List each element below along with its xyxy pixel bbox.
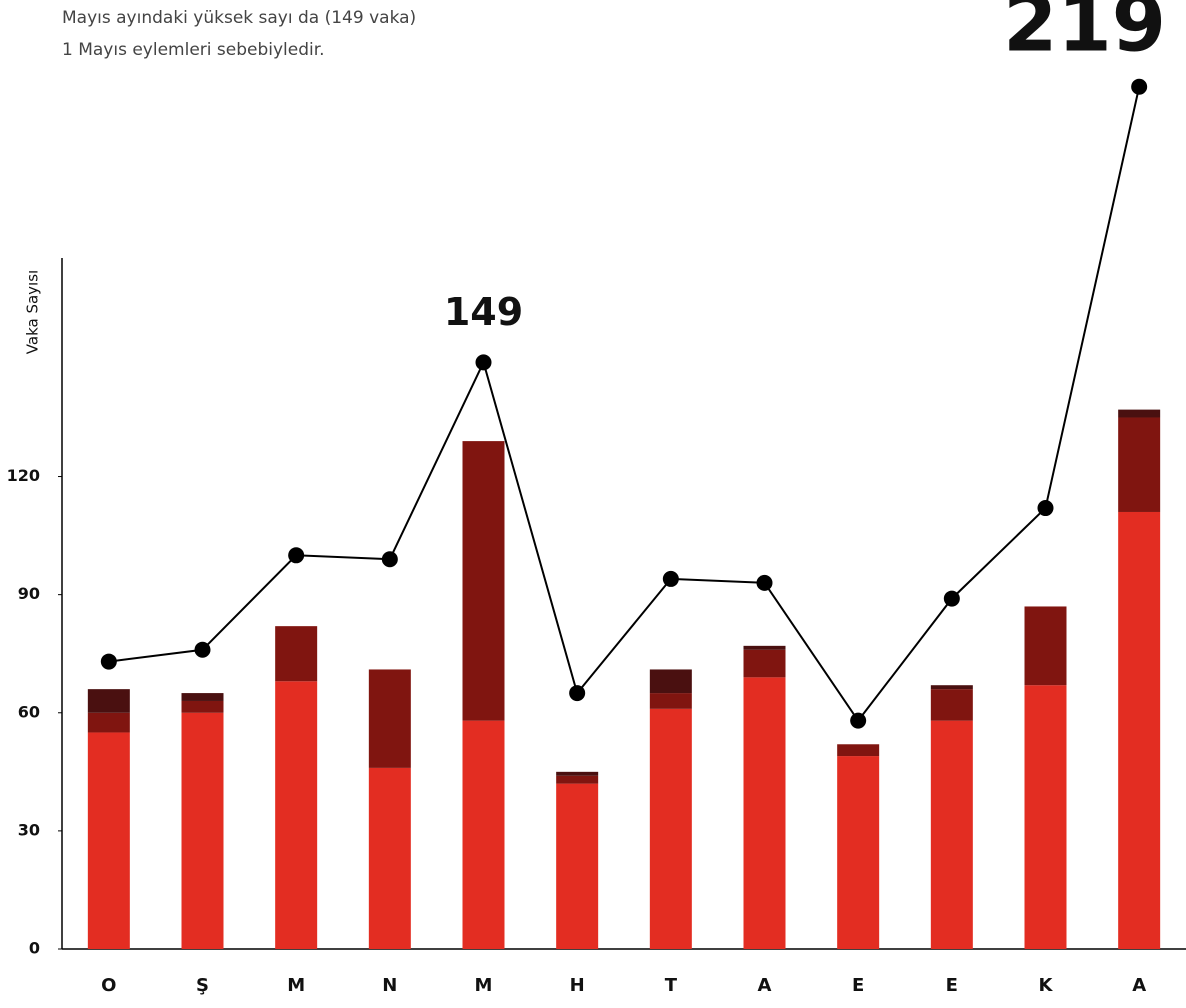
bar-segment	[743, 645, 786, 650]
point-label: 219	[1003, 0, 1166, 69]
line-point	[381, 551, 398, 568]
x-tick-label: A	[758, 975, 772, 996]
bar-segment	[649, 708, 692, 949]
bar-segment	[930, 689, 973, 721]
bar-segment	[556, 771, 599, 776]
y-axis-label: Vaka Sayısı	[24, 270, 42, 354]
line-point	[1037, 500, 1054, 517]
line-point	[662, 570, 679, 587]
y-tick-label: 60	[18, 702, 40, 721]
x-tick-label: E	[946, 975, 958, 996]
bar-segment	[181, 712, 224, 949]
bar-segment	[556, 783, 599, 949]
line-point	[756, 574, 773, 591]
bar-segment	[368, 669, 411, 768]
subtitle-line: 1 Mayıs eylemleri sebebiyledir.	[62, 40, 325, 60]
point-label: 149	[444, 290, 523, 334]
line-point	[194, 641, 211, 658]
bar-segment	[1024, 606, 1067, 686]
bar-segment	[743, 677, 786, 949]
bar-segment	[1118, 409, 1161, 418]
line-point	[569, 685, 586, 702]
line-point	[943, 590, 960, 607]
x-tick-label: K	[1039, 975, 1054, 996]
y-tick-label: 120	[7, 466, 40, 485]
x-tick-label: A	[1132, 975, 1146, 996]
line-layer: 149 219	[100, 0, 1166, 729]
trend-line	[108, 86, 1141, 723]
bar-segment	[275, 681, 318, 949]
bar-segment	[556, 775, 599, 784]
bar-segment	[1118, 511, 1161, 949]
bar-segment	[462, 720, 505, 949]
y-tick-label: 90	[18, 584, 40, 603]
bar-segment	[1024, 685, 1067, 949]
bar-segment	[87, 712, 130, 733]
x-tick-label: O	[101, 975, 116, 996]
bar-segment	[930, 720, 973, 949]
line-point	[1131, 78, 1148, 95]
y-tick-label: 0	[29, 939, 40, 958]
bar-segment	[368, 767, 411, 949]
x-tick-label: H	[570, 975, 585, 996]
bar-segment	[181, 693, 224, 701]
bar-segment	[462, 441, 505, 721]
x-tick-label: E	[852, 975, 864, 996]
line-point	[475, 354, 492, 371]
bar-segment	[649, 693, 692, 709]
bar-segment	[87, 689, 130, 713]
bar-segment	[743, 649, 786, 678]
bar-segment	[1118, 417, 1161, 512]
bar-segment	[837, 756, 880, 949]
x-tick-label: M	[475, 975, 493, 996]
bar-segment	[930, 685, 973, 690]
bars	[87, 409, 1161, 949]
x-tick-label: T	[665, 975, 678, 996]
line-point	[100, 653, 117, 670]
y-tick-label: 30	[18, 820, 40, 839]
x-tick-label: N	[382, 975, 397, 996]
bar-segment	[87, 732, 130, 949]
bar-segment	[181, 700, 224, 713]
line-point	[850, 712, 867, 729]
subtitle-line: Mayıs ayındaki yüksek sayı da (149 vaka)	[62, 8, 416, 28]
line-point	[288, 547, 305, 564]
x-tick-label: Ş	[196, 975, 209, 996]
bar-segment	[649, 669, 692, 694]
x-tick-label: M	[287, 975, 305, 996]
bar-segment	[837, 744, 880, 757]
bar-segment	[275, 626, 318, 682]
